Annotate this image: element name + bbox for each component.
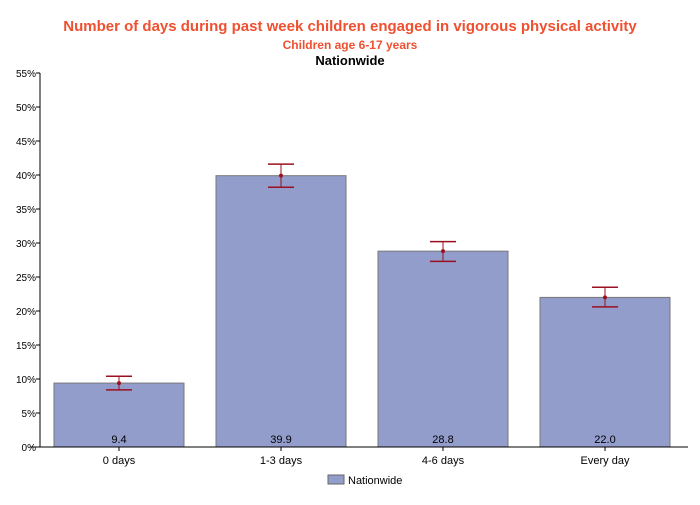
- x-tick-label: 0 days: [103, 455, 136, 467]
- y-tick-label: 30%: [16, 239, 36, 250]
- legend-swatch: [327, 474, 345, 485]
- point-estimate: [117, 381, 121, 386]
- chart-title: Number of days during past week children…: [63, 18, 637, 35]
- bar-value-label: 22.0: [594, 434, 615, 446]
- bar-value-label: 39.9: [270, 434, 291, 446]
- y-tick-label: 45%: [16, 137, 36, 148]
- chart-subtitle: Children age 6-17 years: [283, 38, 418, 52]
- point-estimate: [603, 295, 607, 300]
- bar-value-label: 9.4: [111, 434, 126, 446]
- legend-label: Nationwide: [348, 475, 402, 487]
- bar: [215, 175, 347, 448]
- y-tick-label: 5%: [22, 409, 37, 420]
- y-tick-label: 55%: [16, 69, 36, 80]
- x-axis: 0 days 1-3 days 4-6 days Every day: [30, 446, 688, 467]
- y-axis: 0% 5% 10% 15% 20% 25% 30% 35% 40% 45% 50% 55%: [16, 69, 41, 454]
- y-tick-label: 20%: [16, 307, 36, 318]
- chart-subtitle-2: Nationwide: [315, 53, 384, 68]
- y-tick-label: 15%: [16, 341, 36, 352]
- y-tick-label: 50%: [16, 103, 36, 114]
- y-tick-label: 35%: [16, 205, 36, 216]
- legend: Nationwide: [327, 474, 402, 487]
- y-tick-label: 0%: [22, 443, 37, 454]
- y-tick-label: 10%: [16, 375, 36, 386]
- bar-value-label: 28.8: [432, 434, 453, 446]
- x-tick-label: Every day: [581, 455, 630, 467]
- bar: [539, 296, 671, 448]
- y-tick-label: 40%: [16, 171, 36, 182]
- point-estimate: [279, 173, 283, 178]
- x-tick-label: 4-6 days: [422, 455, 465, 467]
- point-estimate: [441, 249, 445, 254]
- y-tick-label: 25%: [16, 273, 36, 284]
- bar: [53, 382, 185, 448]
- bar: [377, 250, 509, 448]
- bars: 9.4 39.9 28.8 22.0: [53, 163, 671, 448]
- x-tick-label: 1-3 days: [260, 455, 303, 467]
